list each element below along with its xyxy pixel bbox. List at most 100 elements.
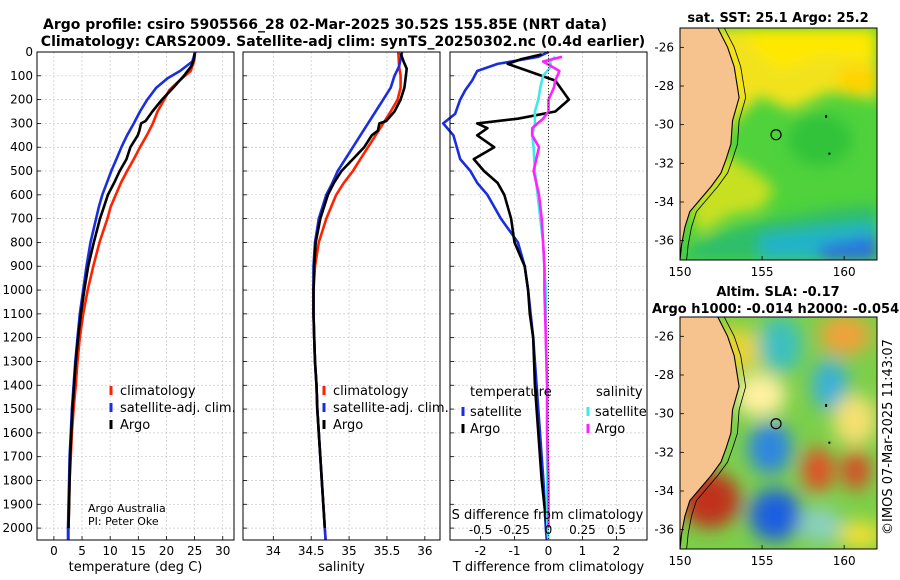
x-tick-label: 34: [266, 544, 281, 558]
map-y-tick-label: -36: [654, 523, 674, 537]
sst-map-imagery: [680, 28, 877, 260]
map-title-sla: Altim. SLA: -0.17: [716, 285, 839, 300]
timestamp-side-label: ©IMOS 07-Mar-2025 11:43:07: [881, 339, 896, 535]
x-tick-label: 1: [579, 544, 587, 558]
map-x-tick-label: 155: [751, 265, 774, 279]
map-title-sst: sat. SST: 25.1 Argo: 25.2: [687, 11, 868, 26]
x-tick-label: 35: [341, 544, 356, 558]
map-y-tick-label: -32: [654, 445, 674, 459]
y-tick-label: 1800: [2, 473, 33, 487]
series-line-temperature-argo: [472, 53, 571, 529]
shelf-contour: [686, 316, 747, 550]
map-x-tick-label: 160: [833, 265, 856, 279]
x-tick-label: 30: [215, 544, 230, 558]
legend-title-salinity: salinity: [596, 385, 643, 400]
y-tick-label: 1500: [2, 402, 33, 416]
legend-label: Argo: [470, 422, 500, 437]
x-tick-label: -1: [509, 544, 521, 558]
credit-line2: PI: Peter Oke: [88, 515, 159, 528]
plot-frame: [242, 51, 441, 541]
map-y-tick-label: -30: [654, 407, 674, 421]
top-tick-label: -0.5: [469, 523, 492, 537]
legend-label: Argo: [333, 418, 363, 433]
y-tick-label: 100: [10, 69, 33, 83]
x-axis-label: temperature (deg C): [69, 560, 203, 575]
legend-label: satellite: [470, 405, 522, 420]
x-axis-label: T difference from climatology: [452, 560, 645, 575]
map-y-tick-label: -34: [654, 484, 674, 498]
x-tick-label: 34.5: [298, 544, 325, 558]
x-tick-label: 25: [187, 544, 202, 558]
legend-label: climatology: [120, 384, 196, 399]
map-y-tick-label: -32: [654, 156, 674, 170]
series-line-climatology: [312, 51, 402, 541]
x-tick-label: 36: [417, 544, 432, 558]
top-tick-label: 0.25: [569, 523, 596, 537]
y-tick-label: 300: [10, 116, 33, 130]
map-frame: [679, 27, 878, 261]
map-x-tick-label: 160: [833, 554, 856, 568]
y-tick-label: 200: [10, 93, 33, 107]
figure-title-line2: Climatology: CARS2009. Satellite-adj cli…: [41, 34, 645, 50]
y-tick-label: 1600: [2, 426, 33, 440]
y-tick-label: 1300: [2, 354, 33, 368]
legend-label: satellite-adj. clim.: [333, 401, 449, 416]
coastline: [679, 316, 740, 550]
top-axis-label: S difference from climatology: [452, 508, 644, 523]
map-y-tick-label: -34: [654, 195, 674, 209]
x-tick-label: 5: [78, 544, 86, 558]
y-tick-label: 0: [25, 45, 33, 59]
y-tick-label: 400: [10, 140, 33, 154]
top-tick-label: -0.25: [499, 523, 530, 537]
map-x-tick-label: 150: [669, 554, 692, 568]
island-marker: [825, 114, 828, 118]
x-tick-label: 0: [50, 544, 58, 558]
map-y-tick-label: -26: [654, 329, 674, 343]
y-tick-label: 1900: [2, 497, 33, 511]
float-position-marker: [770, 129, 782, 141]
series-line-salinity-argo: [530, 55, 563, 529]
series-line-argo: [312, 52, 409, 529]
y-tick-label: 1000: [2, 283, 33, 297]
coastline: [679, 27, 740, 261]
series-line-argo: [67, 53, 196, 529]
x-tick-label: -2: [475, 544, 487, 558]
map-x-tick-label: 150: [669, 265, 692, 279]
land-area: [680, 317, 740, 549]
y-tick-label: 2000: [2, 521, 33, 535]
legend-label: Argo: [595, 422, 625, 437]
series-line-satellite-adj-clim-: [312, 51, 404, 541]
y-tick-label: 900: [10, 259, 33, 273]
figure-title-line1: Argo profile: csiro 5905566_28 02-Mar-20…: [43, 17, 607, 33]
plot-frame: [36, 51, 235, 541]
top-tick-label: 0.5: [607, 523, 626, 537]
y-tick-label: 1400: [2, 378, 33, 392]
map-frame: [679, 316, 878, 550]
x-tick-label: 10: [103, 544, 118, 558]
shelf-contour: [686, 27, 747, 261]
y-tick-label: 600: [10, 188, 33, 202]
x-tick-label: 2: [613, 544, 621, 558]
y-tick-label: 700: [10, 212, 33, 226]
map-subtitle-sla: Argo h1000: -0.014 h2000: -0.054: [652, 302, 899, 317]
legend-label: satellite-adj. clim.: [120, 401, 236, 416]
legend-label: satellite: [595, 405, 647, 420]
x-tick-label: 15: [131, 544, 146, 558]
land-area: [680, 28, 740, 260]
island-marker: [828, 441, 831, 444]
y-tick-label: 1100: [2, 307, 33, 321]
x-tick-label: 0: [545, 544, 553, 558]
series-line-temperature-satellite: [441, 50, 550, 541]
legend-label: Argo: [120, 418, 150, 433]
island-marker: [828, 152, 831, 155]
float-position-marker: [770, 418, 782, 430]
y-tick-label: 1700: [2, 450, 33, 464]
map-y-tick-label: -30: [654, 118, 674, 132]
map-x-tick-label: 155: [751, 554, 774, 568]
map-y-tick-label: -28: [654, 368, 674, 382]
legend-label: climatology: [333, 384, 409, 399]
credit-line1: Argo Australia: [88, 502, 166, 515]
x-axis-label: salinity: [318, 560, 365, 575]
y-tick-label: 1200: [2, 331, 33, 345]
